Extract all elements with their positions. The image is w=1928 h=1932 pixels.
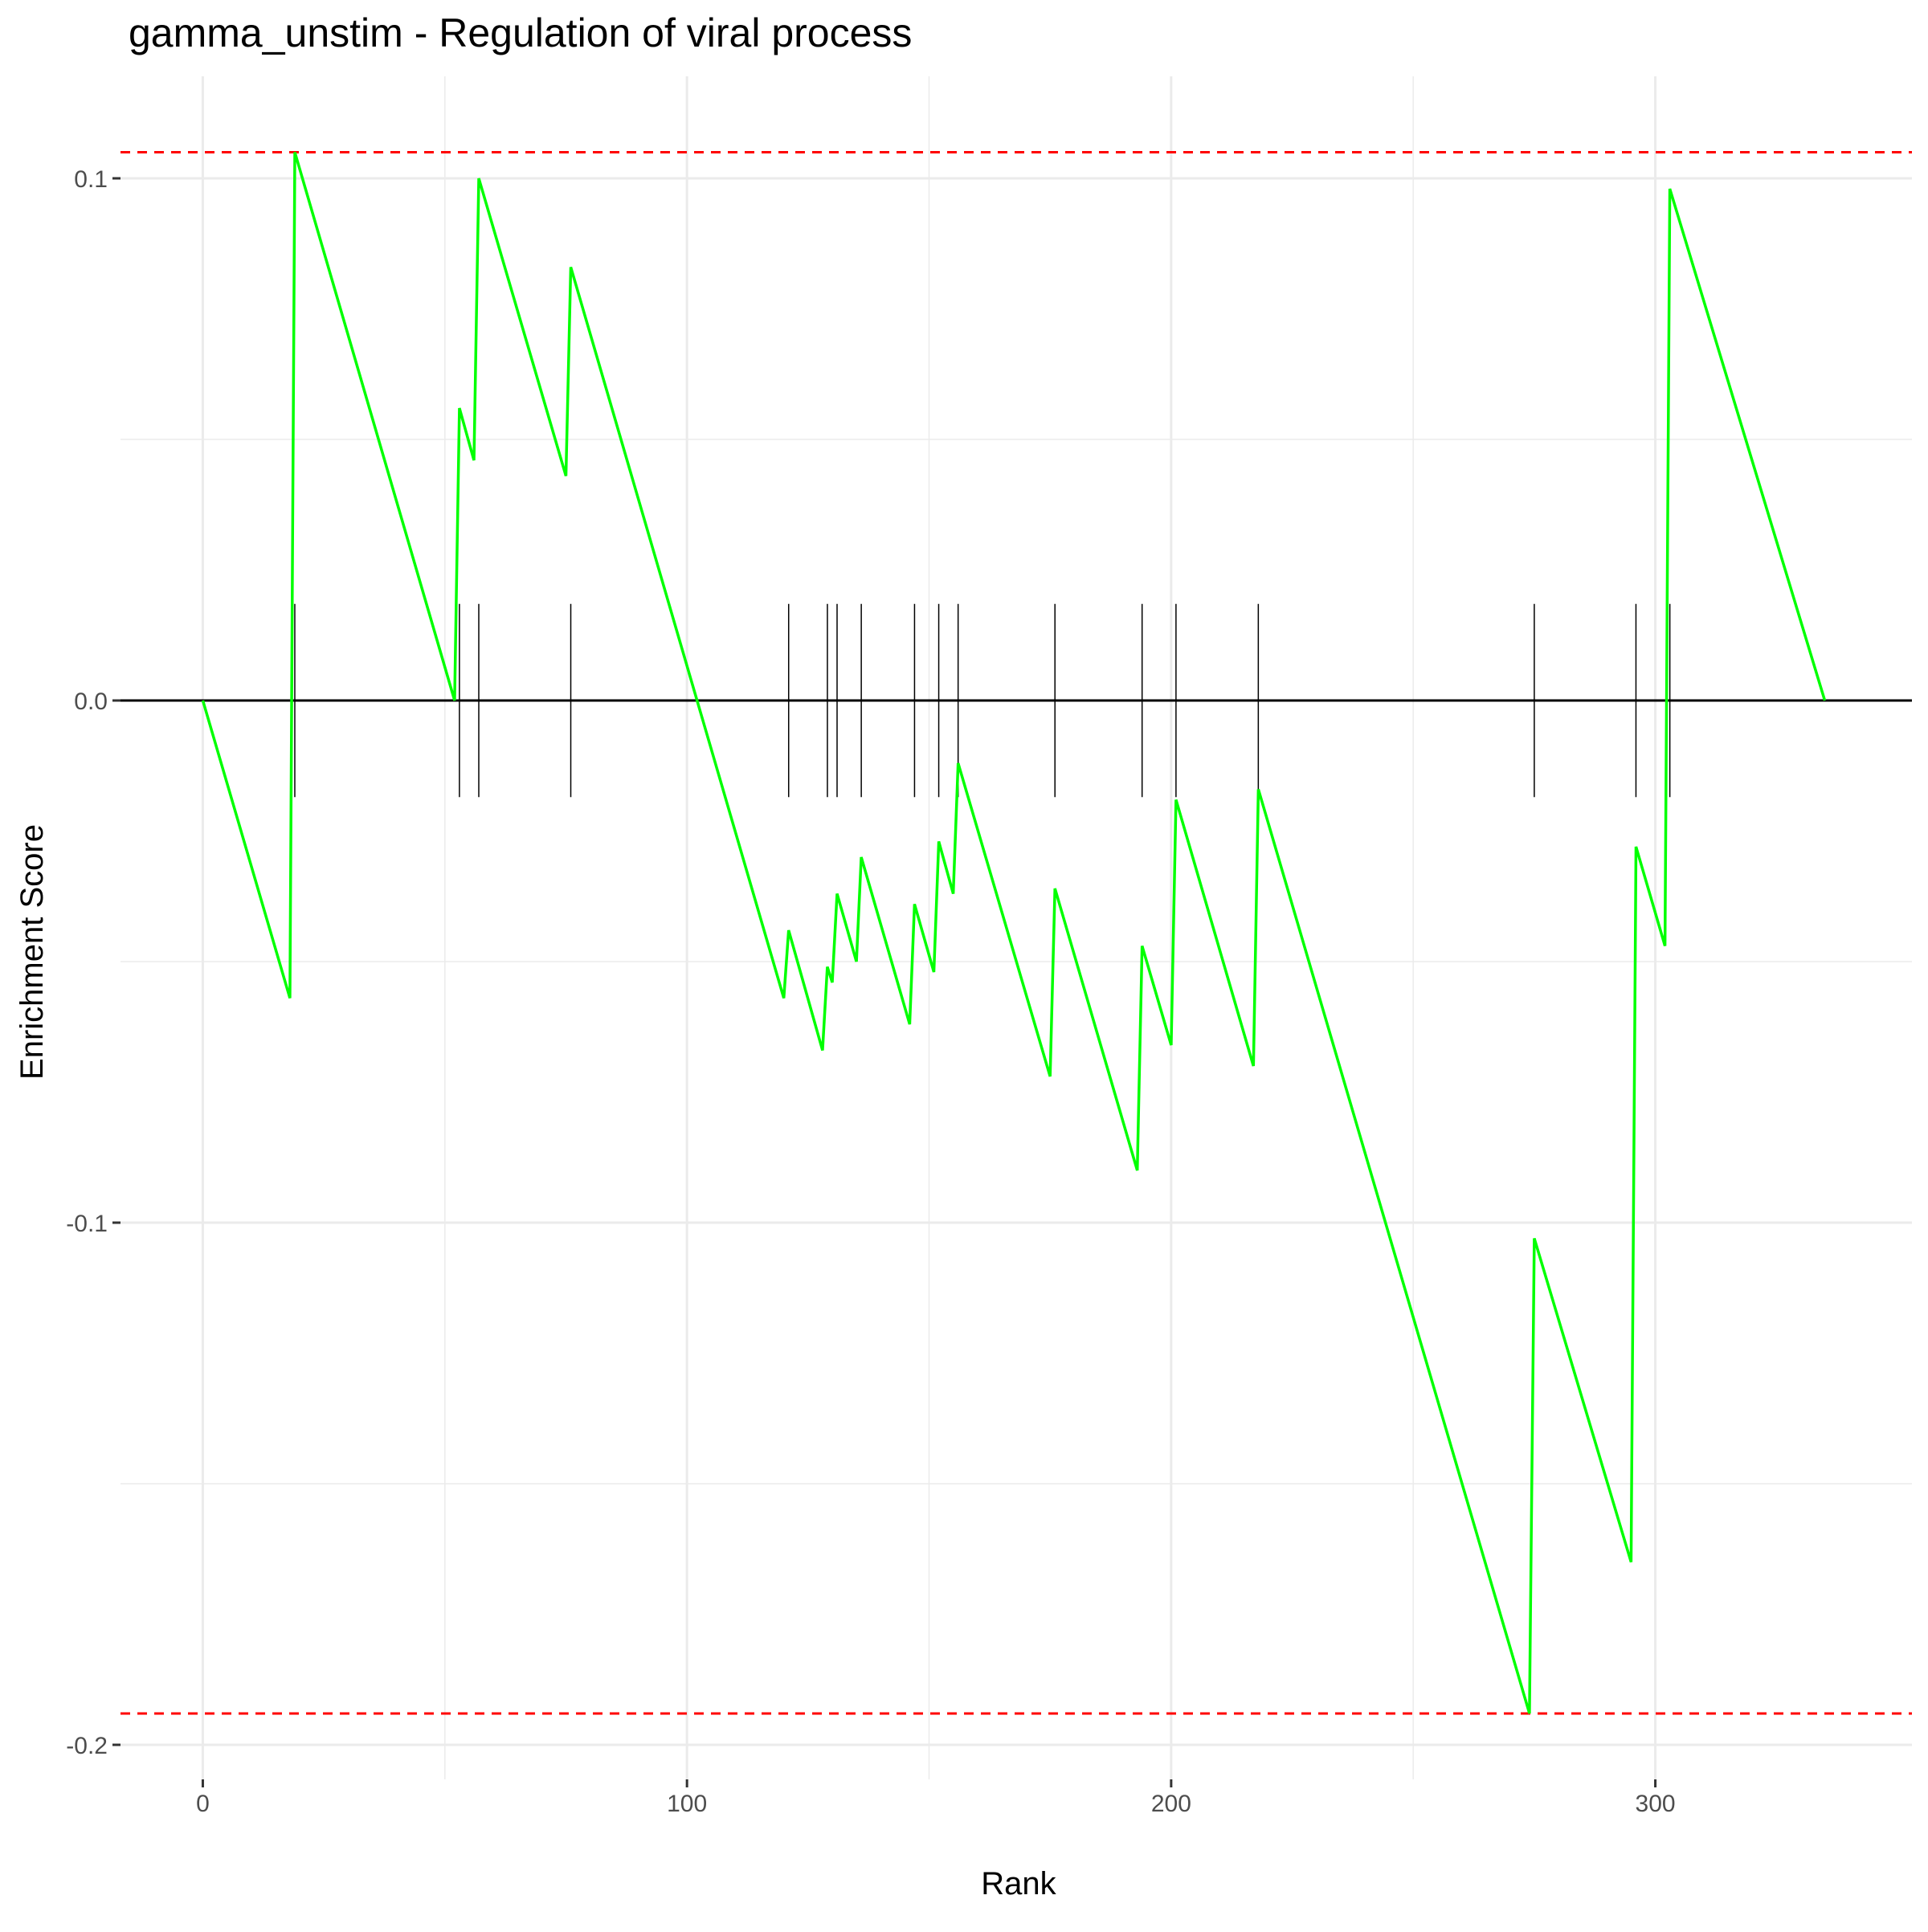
chart-title: gamma_unstim - Regulation of viral proce… [129, 10, 912, 55]
grid-layer [120, 76, 1912, 1779]
x-tick-label: 300 [1636, 1791, 1676, 1817]
y-tick-label: -0.1 [66, 1211, 108, 1237]
y-axis-title: Enrichment Score [14, 824, 50, 1080]
y-tick-label: 0.1 [74, 166, 108, 193]
x-tick-label: 100 [667, 1791, 707, 1817]
x-tick-label: 0 [196, 1791, 210, 1817]
y-tick-label: -0.2 [66, 1733, 108, 1759]
axis-layer: 0 100 200 300 0.1 0.0 -0.1 -0.2 [66, 166, 1675, 1817]
line-layer [120, 151, 1912, 1715]
x-tick-label: 200 [1151, 1791, 1191, 1817]
y-tick-label: 0.0 [74, 688, 108, 715]
x-axis-title: Rank [981, 1866, 1056, 1901]
enrichment-curve [201, 152, 1827, 1714]
